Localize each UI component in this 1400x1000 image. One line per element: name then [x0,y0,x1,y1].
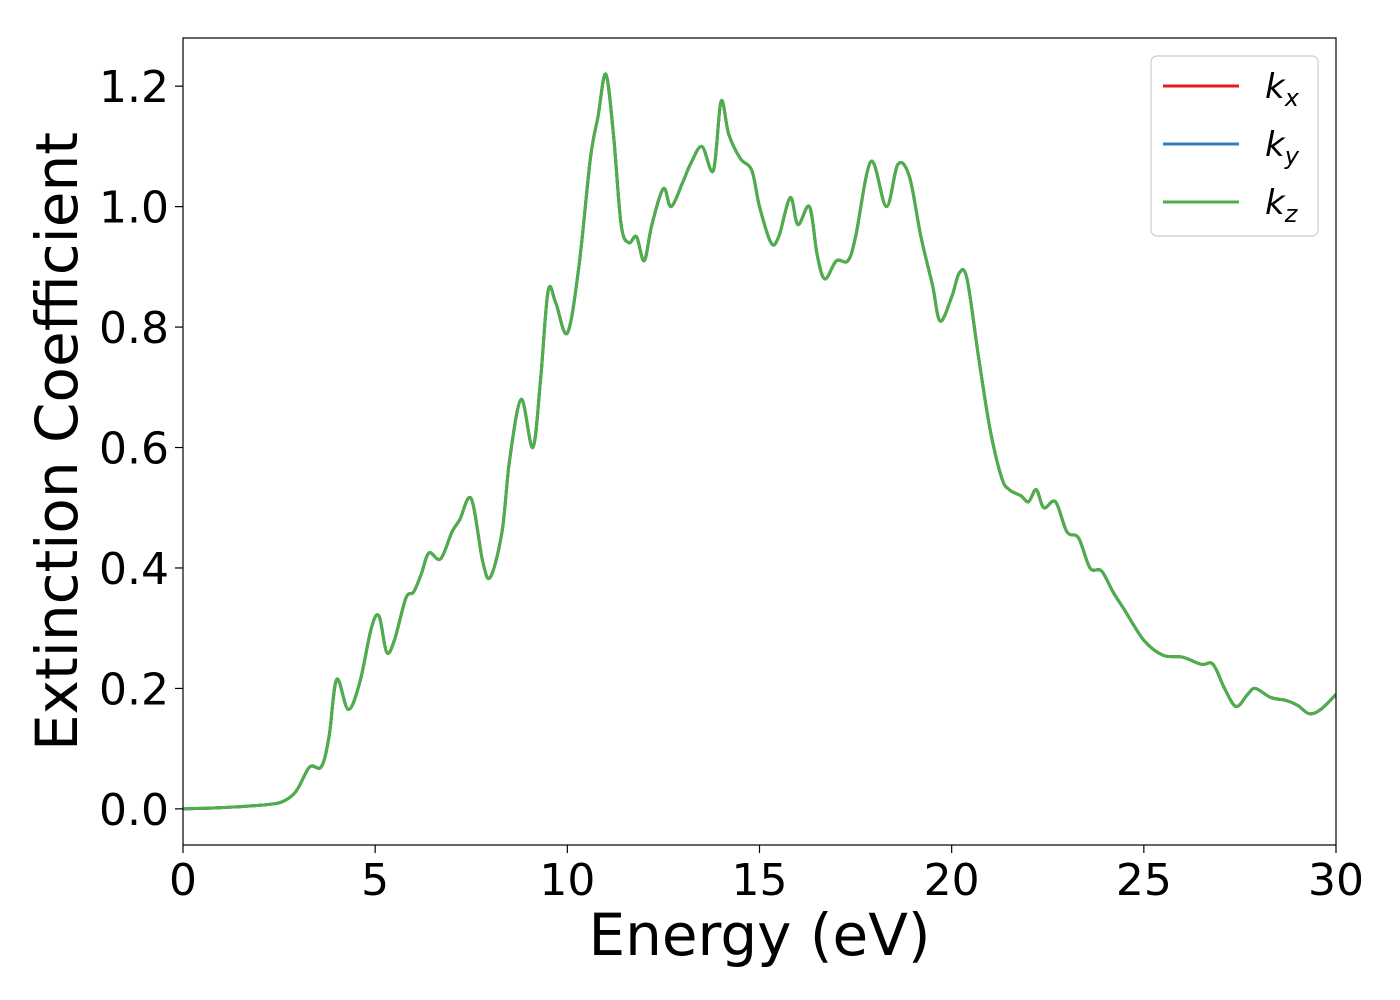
x-tick-label: 10 [539,855,595,906]
x-tick-label: 15 [732,855,788,906]
y-tick-label: 1.2 [99,62,169,113]
series-line-kz [183,72,1336,811]
y-tick-label: 1.0 [99,183,169,234]
y-tick-label: 0.4 [99,544,169,595]
y-tick-label: 0.2 [99,664,169,715]
x-tick-label: 25 [1116,855,1172,906]
x-axis: 0 5 10 15 20 25 30 [169,845,1364,906]
x-axis-title: Energy (eV) [588,901,930,969]
legend-label: kz [1265,183,1299,228]
legend-label: kx [1265,67,1300,112]
y-tick-label: 0.0 [99,785,169,836]
y-axis: 0.0 0.2 0.4 0.6 0.8 1.0 1.2 [99,62,183,836]
legend-box [1150,55,1319,237]
legend: kx ky kz [1150,55,1319,237]
y-axis-title: Extinction Coefficient [23,132,91,751]
x-tick-label: 30 [1308,855,1364,906]
y-tick-label: 0.6 [99,424,169,475]
x-tick-label: 5 [361,855,389,906]
y-tick-label: 0.8 [99,303,169,354]
legend-label: ky [1265,125,1300,170]
x-tick-label: 20 [924,855,980,906]
x-tick-label: 0 [169,855,197,906]
series-layer [183,72,1336,811]
